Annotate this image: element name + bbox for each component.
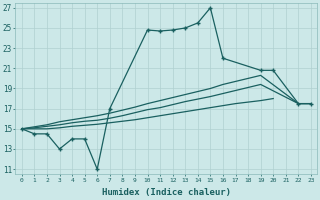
- X-axis label: Humidex (Indice chaleur): Humidex (Indice chaleur): [102, 188, 231, 197]
